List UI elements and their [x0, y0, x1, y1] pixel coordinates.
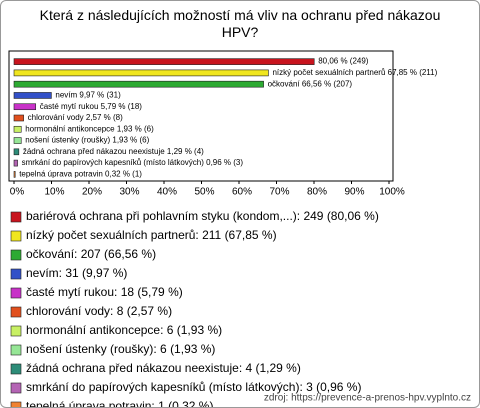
- x-tick-label: 80%: [307, 187, 327, 198]
- value-label: nízký počet sexuálních partnerů 67,85 % …: [272, 68, 437, 77]
- x-tick-label: 60%: [232, 187, 252, 198]
- value-label: žádná ochrana před nákazou neexistuje 1,…: [23, 147, 204, 156]
- legend-swatch: [10, 268, 22, 280]
- legend-swatch: [10, 287, 22, 299]
- x-tick-label: 90%: [344, 187, 364, 198]
- bar: [13, 114, 24, 122]
- bar: [13, 58, 315, 65]
- value-label: 80,06 % (249): [318, 57, 369, 66]
- value-label: chlorování vody 2,57 % (8): [28, 113, 123, 122]
- legend-swatch: [10, 363, 22, 375]
- x-tick-label: 20%: [82, 187, 102, 198]
- legend-swatch: [10, 306, 22, 318]
- value-label: nevím 9,97 % (31): [55, 91, 121, 100]
- value-label: nošení ústenky (roušky) 1,93 % (6): [25, 136, 149, 145]
- bar: [13, 69, 269, 77]
- legend-swatch: [10, 382, 22, 394]
- legend-label: chlorování vody: 8 (2,57 %): [26, 304, 172, 318]
- legend-swatch: [10, 401, 22, 407]
- bar: [13, 103, 37, 111]
- value-label: tepelná úprava potravin 0,32 % (1): [19, 169, 142, 178]
- value-label: hormonální antikoncepce 1,93 % (6): [25, 124, 154, 133]
- legend-swatch: [10, 325, 22, 337]
- x-tick-label: 50%: [194, 187, 214, 198]
- x-tick-label: 30%: [119, 187, 139, 198]
- x-tick-label: 100%: [379, 187, 405, 198]
- value-label: očkování 66,56 % (207): [268, 79, 353, 88]
- legend-label: hormonální antikoncepce: 6 (1,93 %): [26, 323, 222, 337]
- bar: [13, 92, 52, 99]
- bar: [13, 148, 20, 156]
- legend-swatch: [10, 249, 22, 261]
- value-label: časté mytí rukou 5,79 % (18): [40, 102, 143, 111]
- bar: [13, 171, 16, 178]
- legend-swatch: [10, 211, 22, 223]
- legend-swatch: [10, 344, 22, 356]
- value-label: smrkání do papírových kapesníků (místo l…: [22, 158, 244, 167]
- legend-label: časté mytí rukou: 18 (5,79 %): [26, 285, 183, 299]
- bar: [13, 137, 22, 144]
- x-tick-label: 0%: [10, 187, 25, 198]
- bar: [13, 80, 264, 88]
- legend-label: nevím: 31 (9,97 %): [26, 266, 127, 280]
- legend-label: očkování: 207 (66,56 %): [26, 247, 156, 261]
- legend-label: smrkání do papírových kapesníků (místo l…: [26, 380, 361, 394]
- legend-swatch: [10, 230, 22, 242]
- legend-label: žádná ochrana před nákazou neexistuje: 4…: [26, 361, 301, 375]
- chart-title: Která z následujících možností má vliv n…: [39, 7, 441, 40]
- source: zdroj: https://prevence-a-prenos-hpv.vyp…: [264, 393, 471, 404]
- legend-label: nošení ústenky (roušky): 6 (1,93 %): [26, 342, 215, 356]
- legend-label: tepelná úprava potravin: 1 (0,32 %): [26, 399, 213, 407]
- bar: [13, 159, 18, 167]
- x-tick-label: 40%: [157, 187, 177, 198]
- x-tick-label: 70%: [269, 187, 289, 198]
- legend-label: nízký počet sexuálních partnerů: 211 (67…: [26, 228, 277, 242]
- x-tick-label: 10%: [44, 187, 64, 198]
- legend-label: bariérová ochrana při pohlavním styku (k…: [26, 209, 379, 223]
- bar: [13, 125, 22, 133]
